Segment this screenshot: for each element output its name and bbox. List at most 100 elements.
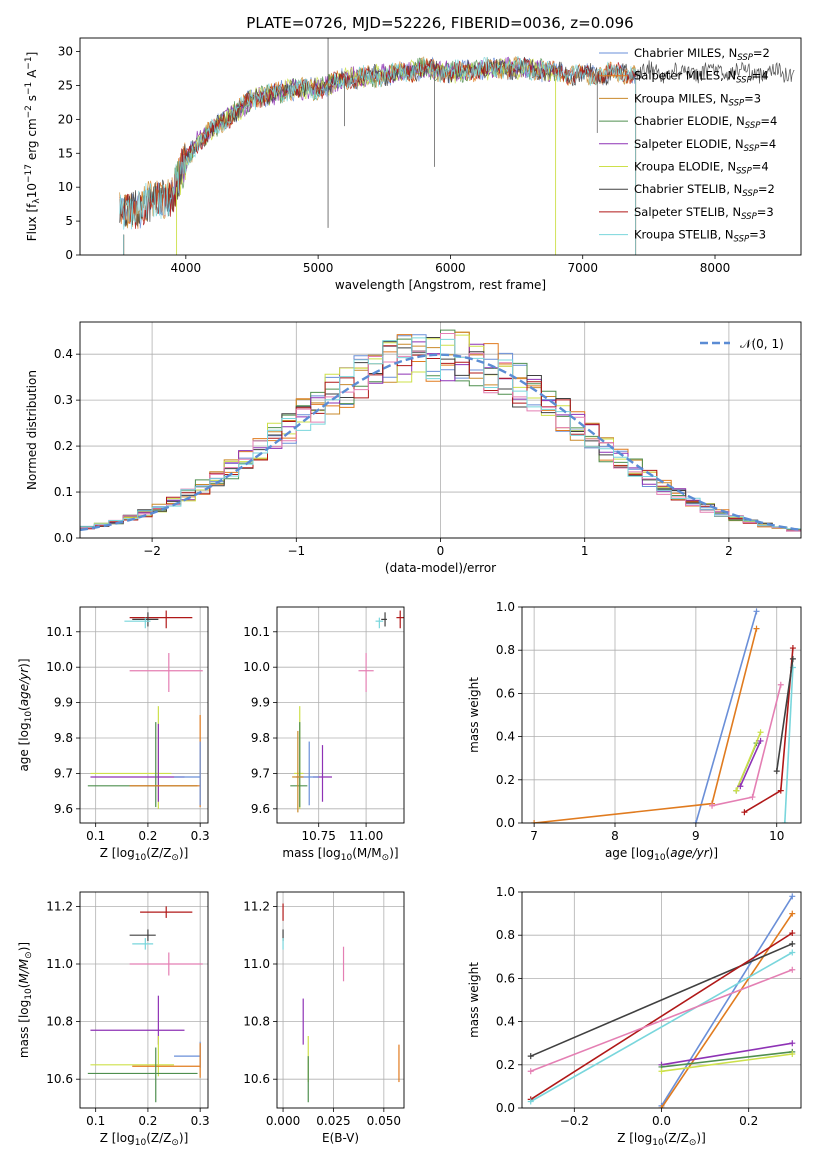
legend-label-2: Kroupa MILES, NSSP=3	[634, 91, 761, 108]
mass_weight_vs_age-line-0	[695, 611, 758, 823]
spectrum-ytick-label-1: 5	[65, 214, 73, 228]
age_vs_mass-xtick-label-2: 11.00	[349, 829, 383, 843]
mass_weight_vs_age-marker-4-0	[741, 809, 748, 816]
mass_weight_vs_age-ylabel: mass weight	[467, 677, 481, 753]
age_vs_Z-plot-area	[87, 610, 203, 809]
age_vs_mass-ytick-label-4: 10.0	[243, 660, 270, 674]
residuals-xlabel: (data-model)/error	[385, 561, 496, 575]
mass_vs_ebv-plot-area	[282, 903, 400, 1103]
mass_weight_vs_Z-ytick-label-3: 0.6	[496, 971, 515, 985]
mass_weight_vs_Z-marker-5-0	[527, 1068, 534, 1075]
age_vs_Z-point-2	[124, 617, 151, 629]
mass_vs_Z-xtick-label-0: 0.1	[86, 1114, 105, 1128]
residuals-ytick-label-4: 0.4	[54, 347, 73, 361]
mass_weight_vs_age-line-7	[735, 731, 762, 791]
mass_weight_vs_age-ytick-label-4: 0.8	[496, 643, 515, 657]
age_vs_mass-ytick-label-3: 9.9	[251, 696, 270, 710]
mass_vs_ebv-ytick-label-3: 11.2	[243, 899, 270, 913]
mass_weight_vs_Z-ylabel: mass weight	[467, 962, 481, 1038]
age_vs_Z-point-3	[129, 653, 203, 692]
mass_weight_vs_age-xtick-label-1: 8	[611, 829, 619, 843]
age_vs_mass-ytick-label-1: 9.7	[251, 766, 270, 780]
residuals-ylabel: Normed distribution	[25, 370, 39, 490]
mass_vs_Z-xtick-label-2: 0.3	[191, 1114, 210, 1128]
mass_vs_Z-plot-area	[87, 906, 203, 1103]
age_vs_Z-xlabel: Z [log10(Z/Z⊙)]	[100, 846, 189, 863]
residuals-xtick-label-1: −1	[287, 544, 305, 558]
mass_vs_ebv-xtick-label-0: 0.000	[266, 1114, 300, 1128]
mass_weight_vs_Z-frame	[521, 891, 802, 1109]
spectrum-line-kroupa-stelib	[119, 56, 636, 230]
mass_weight_vs_age-frame	[521, 606, 802, 824]
mass_vs_ebv-xtick-label-1: 0.025	[316, 1114, 350, 1128]
mass_weight_vs_Z-marker-2-1	[789, 940, 796, 947]
mass_weight_vs_Z-plot-area	[527, 893, 796, 1108]
age_vs_mass-point-8	[292, 730, 304, 813]
mass_weight_vs_Z-ytick-label-0: 0.0	[496, 1101, 515, 1115]
mass_weight_vs_age-marker-8-1	[757, 737, 764, 744]
age_vs_mass-point-6	[290, 722, 308, 808]
mass_vs_ebv-frame	[276, 891, 405, 1109]
figure-title-layer: PLATE=0726, MJD=52226, FIBERID=0036, z=0…	[246, 14, 633, 32]
residuals-ytick-label-0: 0.0	[54, 531, 73, 545]
age_vs_mass-point-4	[294, 706, 304, 809]
legend-label-3: Chabrier ELODIE, NSSP=4	[634, 114, 777, 131]
mass_vs_Z-point-2	[132, 938, 154, 950]
residuals-xtick-label-3: 1	[581, 544, 589, 558]
residuals-xtick-label-0: −2	[143, 544, 161, 558]
age_vs_mass-plot-area	[290, 610, 404, 813]
legend-label-8: Kroupa STELIB, NSSP=3	[634, 228, 766, 245]
mass_weight_vs_Z-marker-2-0	[527, 1053, 534, 1060]
age_vs_mass-xtick-label-1: 10.75	[302, 829, 336, 843]
spectrum-axes: 4000 5000 6000 7000 8000 0 5 10 15 20 25 30 waveleng…	[24, 37, 802, 292]
mass_weight_vs_age-xlabel: age [log10(age/yr)]	[605, 846, 718, 863]
mass_vs_Z-point-1	[129, 929, 156, 941]
mass_weight_vs_Z-line-5	[530, 969, 793, 1073]
spectrum-ytick-label-2: 10	[58, 180, 73, 194]
mass_weight_vs_age-marker-4-2	[789, 645, 796, 652]
spectrum-plot-area	[119, 38, 795, 255]
age_vs_Z-point-6	[87, 722, 198, 808]
mass_weight_vs_age-marker-1-2	[753, 625, 760, 632]
histogram-step-kroupa-stelib	[80, 337, 801, 530]
mass_weight_vs_age-ytick-label-1: 0.2	[496, 773, 515, 787]
mass_weight_vs_age-xtick-label-0: 7	[530, 829, 538, 843]
mass_vs_Z-ytick-label-3: 11.2	[46, 899, 73, 913]
mass_vs_ebv-ytick-label-2: 11.0	[243, 957, 270, 971]
residuals-plot-area	[80, 329, 801, 532]
mass_weight_vs_Z-line-8	[661, 1053, 793, 1073]
gaussian-curve	[80, 353, 801, 532]
mass_vs_Z-xlabel: Z [log10(Z/Z⊙)]	[100, 1131, 189, 1148]
mass_vs_Z-point-3	[129, 952, 203, 976]
spectrum-ytick-label-4: 20	[58, 112, 73, 126]
mass_weight_vs_Z-line-3	[530, 932, 793, 1101]
age_vs_Z-point-5	[90, 723, 185, 802]
age_vs_Z-xtick-label-1: 0.2	[138, 829, 157, 843]
age_vs_mass-point-3	[358, 653, 374, 692]
mass_vs_Z-frame	[79, 891, 209, 1109]
mass_weight_vs_age-xtick-label-3: 10	[769, 829, 784, 843]
mass_weight_vs_age-ytick-label-5: 1.0	[496, 600, 515, 614]
residuals-ytick-label-2: 0.2	[54, 439, 73, 453]
mass_weight_vs_age-marker-5-0	[773, 768, 780, 775]
residuals-xtick-label-4: 2	[725, 544, 733, 558]
mass_weight_vs_Z-ytick-label-4: 0.8	[496, 928, 515, 942]
age_vs_Z-point-7	[129, 715, 201, 808]
mass_weight_vs_Z-ytick-label-1: 0.2	[496, 1058, 515, 1072]
mass_weight_vs_age-marker-3-0	[781, 820, 788, 823]
mass_weight_vs_Z-marker-5-1	[789, 966, 796, 973]
age_vs_mass-frame	[276, 606, 405, 824]
legend-label-6: Chabrier STELIB, NSSP=2	[634, 182, 775, 199]
mass_weight_vs_age-axes: 7 8 9 10 0.0 0.2 0.4 0.6 0.8 1.0 age [log10(age/yr…	[467, 600, 802, 863]
mass_weight_vs_age-line-2	[711, 684, 782, 807]
mass_vs_Z-xtick-label-1: 0.2	[138, 1114, 157, 1128]
mass_weight_vs_Z-line-4	[530, 951, 793, 1103]
mass_weight_vs_Z-xlabel: Z [log10(Z/Z⊙)]	[617, 1131, 706, 1148]
age_vs_Z-xtick-label-2: 0.3	[191, 829, 210, 843]
mass_vs_ebv-xtick-label-2: 0.050	[367, 1114, 401, 1128]
mass_vs_ebv-axes: 0.000 0.025 0.050 10.6 10.8 11.0 11.2 E(B-V)	[243, 891, 405, 1145]
mass_weight_vs_Z-line-2	[530, 943, 793, 1057]
mass_weight_vs_age-ytick-label-3: 0.6	[496, 686, 515, 700]
mass_weight_vs_Z-line-7	[661, 1051, 793, 1068]
